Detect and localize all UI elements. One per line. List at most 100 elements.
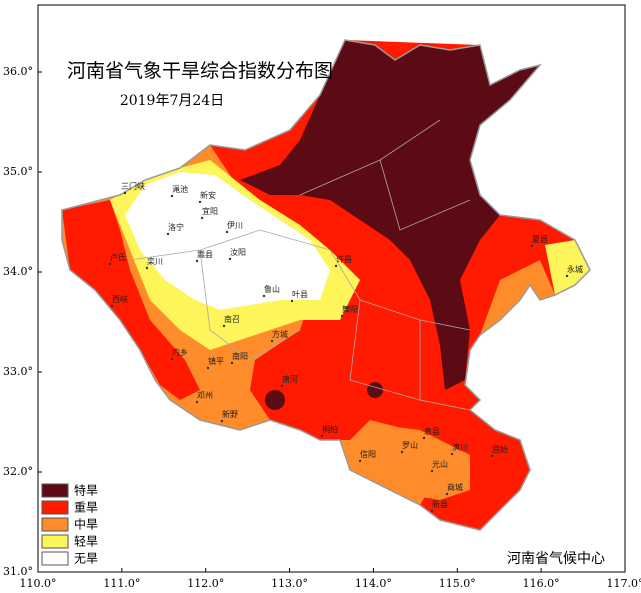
- city-label: 桐柏: [322, 424, 338, 434]
- city-dot: [228, 257, 232, 261]
- x-tick-label: 110.0°: [20, 577, 57, 590]
- city-label: 伊川: [227, 220, 243, 230]
- city-dot: [220, 419, 224, 423]
- city-dot: [166, 232, 170, 236]
- city-dot: [430, 469, 434, 473]
- city-dot: [195, 400, 199, 404]
- region-extreme: [265, 390, 285, 410]
- legend-swatch: [41, 500, 69, 515]
- city-label: 信阳: [360, 449, 376, 459]
- city-dot: [422, 436, 426, 440]
- y-tick-label: 33.0°: [3, 365, 33, 378]
- x-tick-label: 112.0°: [187, 577, 224, 590]
- city-label: 鲁山: [264, 284, 280, 294]
- city-label: 固始: [492, 444, 508, 454]
- legend-swatch: [41, 517, 69, 532]
- x-tick-label: 114.0°: [355, 577, 392, 590]
- city-label: 卢氏: [110, 252, 126, 262]
- city-dot: [430, 509, 434, 513]
- credit: 河南省气候中心: [507, 551, 605, 567]
- city-label: 新野: [222, 409, 238, 419]
- city-dot: [262, 294, 266, 298]
- city-label: 南召: [224, 314, 240, 324]
- legend-swatch: [41, 551, 69, 566]
- city-dot: [206, 366, 210, 370]
- x-tick-label: 113.0°: [271, 577, 308, 590]
- city-dot: [400, 450, 404, 454]
- city-dot: [270, 339, 274, 343]
- x-tick-label: 111.0°: [103, 577, 140, 590]
- city-label: 南阳: [232, 351, 248, 361]
- city-label: 舞阳: [342, 304, 358, 314]
- city-dot: [334, 264, 338, 268]
- y-tick-label: 31.0°: [3, 565, 33, 578]
- region-moderate: [350, 425, 470, 500]
- city-label: 新安: [200, 190, 216, 200]
- city-label: 方城: [272, 329, 288, 339]
- city-dot: [530, 244, 534, 248]
- city-dot: [565, 274, 569, 278]
- city-label: 息县: [424, 426, 440, 436]
- city-dot: [490, 454, 494, 458]
- legend-label: 无旱: [74, 552, 98, 566]
- province: [61, 39, 591, 531]
- city-dot: [225, 230, 229, 234]
- city-dot: [320, 434, 324, 438]
- map-subtitle: 2019年7月24日: [120, 93, 224, 109]
- x-tick-label: 115.0°: [439, 577, 476, 590]
- y-tick-label: 36.0°: [3, 65, 33, 78]
- city-label: 罗山: [402, 440, 418, 450]
- city-dot: [280, 384, 284, 388]
- city-label: 嵩县: [197, 250, 213, 259]
- city-dot: [170, 194, 174, 198]
- city-label: 宜阳: [202, 206, 218, 216]
- region-extreme: [240, 40, 540, 390]
- city-label: 叶县: [292, 290, 308, 299]
- legend-swatch: [41, 483, 69, 498]
- city-label: 西峡: [112, 294, 128, 304]
- city-dot: [170, 357, 174, 361]
- city-label: 唐河: [282, 374, 298, 384]
- city-dot: [230, 361, 234, 365]
- city-label: 内乡: [172, 347, 188, 357]
- city-label: 新县: [432, 499, 448, 509]
- region-severe: [62, 200, 200, 400]
- axes: 110.0° 111.0° 112.0° 113.0° 114.0° 115.0° 116.…: [3, 65, 641, 590]
- city-label: 永城: [567, 264, 583, 274]
- city-dot: [358, 459, 362, 463]
- city-dot: [198, 200, 202, 204]
- legend-label: 轻旱: [74, 535, 98, 549]
- city-dot: [145, 266, 149, 270]
- city-label: 潢川: [452, 442, 468, 452]
- city-label: 栾川: [147, 256, 163, 266]
- city-dot: [110, 304, 114, 308]
- city-label: 夏邑: [532, 235, 548, 244]
- city-dot: [195, 259, 199, 263]
- city-dot: [200, 216, 204, 220]
- city-dot: [222, 324, 226, 328]
- city-label: 许昌: [336, 254, 352, 264]
- city-label: 光山: [432, 459, 448, 469]
- city-dot: [123, 191, 127, 195]
- region-extreme: [367, 382, 383, 398]
- city-label: 邓州: [197, 391, 213, 400]
- city-label: 镇平: [208, 356, 224, 366]
- city-label: 汝阳: [230, 247, 246, 257]
- legend-label: 中旱: [74, 517, 98, 532]
- city-dot: [290, 299, 294, 303]
- legend-label: 特旱: [74, 483, 98, 498]
- y-tick-label: 35.0°: [3, 165, 33, 178]
- province-outline: [61, 39, 591, 531]
- city-dot: [108, 262, 112, 266]
- y-tick-label: 34.0°: [3, 265, 33, 278]
- legend-label: 重旱: [74, 501, 98, 515]
- map-title: 河南省气象干旱综合指数分布图: [67, 60, 333, 82]
- city-dot: [445, 492, 449, 496]
- city-label: 渑池: [172, 184, 188, 194]
- city-label: 洛宁: [168, 222, 184, 232]
- x-tick-label: 117.0°: [607, 577, 641, 590]
- county-borders: [129, 119, 471, 411]
